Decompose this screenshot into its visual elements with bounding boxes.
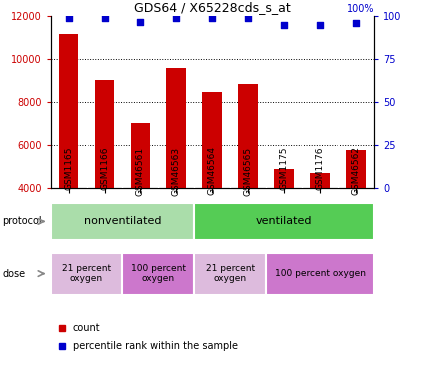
Title: GDS64 / X65228cds_s_at: GDS64 / X65228cds_s_at <box>134 1 291 14</box>
Text: GSM1166: GSM1166 <box>100 146 109 190</box>
Point <box>281 22 288 28</box>
Bar <box>266 253 374 295</box>
Bar <box>194 253 266 295</box>
Text: GSM46561: GSM46561 <box>136 146 145 195</box>
Bar <box>202 92 222 188</box>
Bar <box>122 253 194 295</box>
Text: count: count <box>73 322 100 333</box>
Text: 100 percent oxygen: 100 percent oxygen <box>275 269 366 278</box>
Bar <box>95 80 114 188</box>
Bar <box>238 84 258 188</box>
Text: GSM46563: GSM46563 <box>172 146 181 195</box>
Bar <box>346 150 366 188</box>
Bar <box>51 253 122 295</box>
Bar <box>59 34 78 188</box>
Text: GSM46564: GSM46564 <box>208 146 217 195</box>
Text: GSM46565: GSM46565 <box>244 146 253 195</box>
Point <box>173 15 180 21</box>
Text: dose: dose <box>2 269 26 279</box>
Bar <box>51 203 194 240</box>
Point <box>137 19 144 25</box>
Bar <box>131 123 150 188</box>
Text: 100 percent
oxygen: 100 percent oxygen <box>131 264 186 283</box>
Bar <box>194 203 374 240</box>
Bar <box>166 68 186 188</box>
Text: GSM1165: GSM1165 <box>64 146 73 190</box>
Text: nonventilated: nonventilated <box>84 216 161 227</box>
Text: GSM1175: GSM1175 <box>280 146 289 190</box>
Text: 21 percent
oxygen: 21 percent oxygen <box>206 264 255 283</box>
Point <box>245 15 252 21</box>
Text: 21 percent
oxygen: 21 percent oxygen <box>62 264 111 283</box>
Bar <box>310 173 330 188</box>
Point <box>209 15 216 21</box>
Point <box>101 15 108 21</box>
Bar <box>274 169 294 188</box>
Text: GSM46562: GSM46562 <box>352 146 360 195</box>
Text: percentile rank within the sample: percentile rank within the sample <box>73 341 238 351</box>
Text: ventilated: ventilated <box>256 216 312 227</box>
Text: protocol: protocol <box>2 216 42 227</box>
Point <box>352 20 359 26</box>
Point <box>65 15 72 21</box>
Text: 100%: 100% <box>347 4 374 14</box>
Point <box>317 22 324 28</box>
Text: GSM1176: GSM1176 <box>315 146 325 190</box>
